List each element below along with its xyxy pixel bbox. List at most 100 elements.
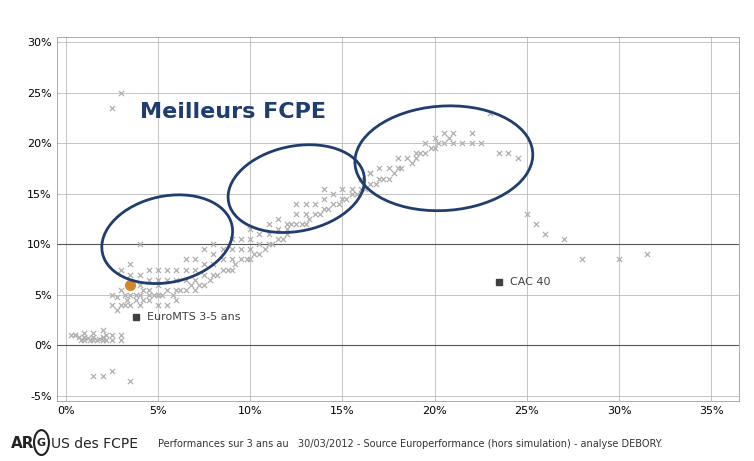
Point bbox=[521, 210, 533, 218]
Point bbox=[130, 296, 142, 304]
Point bbox=[69, 331, 81, 339]
Point bbox=[97, 334, 109, 341]
Point bbox=[115, 337, 127, 344]
Point bbox=[253, 241, 265, 248]
Point bbox=[281, 220, 293, 228]
Text: G: G bbox=[37, 437, 46, 448]
Point bbox=[133, 271, 146, 278]
Point bbox=[119, 301, 131, 309]
Point bbox=[318, 195, 330, 202]
Text: US des FCPE: US des FCPE bbox=[51, 437, 137, 451]
Point bbox=[502, 149, 514, 157]
Point bbox=[285, 220, 297, 228]
Point bbox=[87, 330, 100, 337]
Text: AR: AR bbox=[11, 436, 35, 451]
Point bbox=[66, 331, 78, 339]
Point bbox=[401, 154, 413, 162]
Point bbox=[253, 230, 265, 238]
Point bbox=[152, 281, 164, 289]
Point bbox=[170, 296, 182, 304]
Point bbox=[336, 195, 348, 202]
Point bbox=[198, 246, 210, 253]
Point bbox=[235, 236, 247, 243]
Point bbox=[161, 286, 173, 294]
Point bbox=[75, 337, 87, 344]
Point bbox=[97, 372, 109, 379]
Point bbox=[281, 225, 293, 233]
Point bbox=[188, 276, 201, 284]
Point bbox=[253, 251, 265, 258]
Point bbox=[93, 336, 105, 343]
Point bbox=[576, 256, 588, 263]
Point bbox=[244, 256, 256, 263]
Point bbox=[106, 337, 118, 344]
Point bbox=[72, 334, 84, 341]
Point bbox=[351, 190, 363, 197]
Point bbox=[204, 276, 216, 284]
Point bbox=[192, 281, 204, 289]
Point bbox=[106, 301, 118, 309]
Point bbox=[198, 281, 210, 289]
Point bbox=[345, 185, 357, 192]
Point bbox=[170, 276, 182, 284]
Point bbox=[124, 291, 136, 299]
Point bbox=[406, 160, 418, 167]
Point bbox=[456, 139, 468, 147]
Point bbox=[174, 286, 186, 294]
Point bbox=[143, 286, 155, 294]
Point bbox=[133, 291, 146, 299]
Point bbox=[69, 331, 81, 339]
Point bbox=[155, 291, 167, 299]
Point bbox=[207, 261, 219, 268]
Point bbox=[364, 170, 376, 177]
Point bbox=[447, 129, 459, 136]
Point bbox=[161, 301, 173, 309]
Point bbox=[248, 251, 260, 258]
Point bbox=[484, 109, 496, 117]
Point bbox=[179, 256, 192, 263]
Point bbox=[124, 377, 136, 384]
Point bbox=[377, 175, 389, 182]
Point bbox=[115, 286, 127, 294]
Point bbox=[558, 236, 570, 243]
Point bbox=[124, 271, 136, 278]
Point bbox=[244, 225, 256, 233]
Point bbox=[364, 170, 376, 177]
Point bbox=[124, 281, 136, 289]
Point bbox=[229, 261, 241, 268]
Point bbox=[152, 276, 164, 284]
Point bbox=[87, 334, 100, 341]
Point bbox=[382, 175, 394, 182]
Point bbox=[216, 246, 228, 253]
Point bbox=[290, 210, 302, 218]
Point bbox=[84, 337, 96, 344]
Point bbox=[115, 331, 127, 339]
Point bbox=[211, 271, 223, 278]
Point bbox=[299, 200, 311, 207]
Point bbox=[106, 367, 118, 374]
Point bbox=[143, 276, 155, 284]
Point bbox=[382, 165, 394, 172]
Point bbox=[369, 180, 382, 187]
Point bbox=[530, 220, 542, 228]
Point bbox=[225, 236, 238, 243]
Point bbox=[137, 286, 149, 294]
Point bbox=[167, 291, 179, 299]
Point bbox=[152, 301, 164, 309]
Point bbox=[225, 266, 238, 273]
Point bbox=[272, 225, 284, 233]
Point bbox=[143, 266, 155, 273]
Point bbox=[91, 337, 103, 344]
Point bbox=[355, 175, 367, 182]
Point bbox=[641, 251, 653, 258]
Point bbox=[78, 334, 90, 341]
Point bbox=[493, 149, 505, 157]
Point bbox=[322, 205, 334, 213]
Point bbox=[207, 251, 219, 258]
Point bbox=[443, 134, 455, 142]
Point bbox=[336, 185, 348, 192]
Point bbox=[262, 230, 274, 238]
Point bbox=[290, 220, 302, 228]
Point bbox=[419, 149, 431, 157]
Point bbox=[428, 144, 440, 152]
